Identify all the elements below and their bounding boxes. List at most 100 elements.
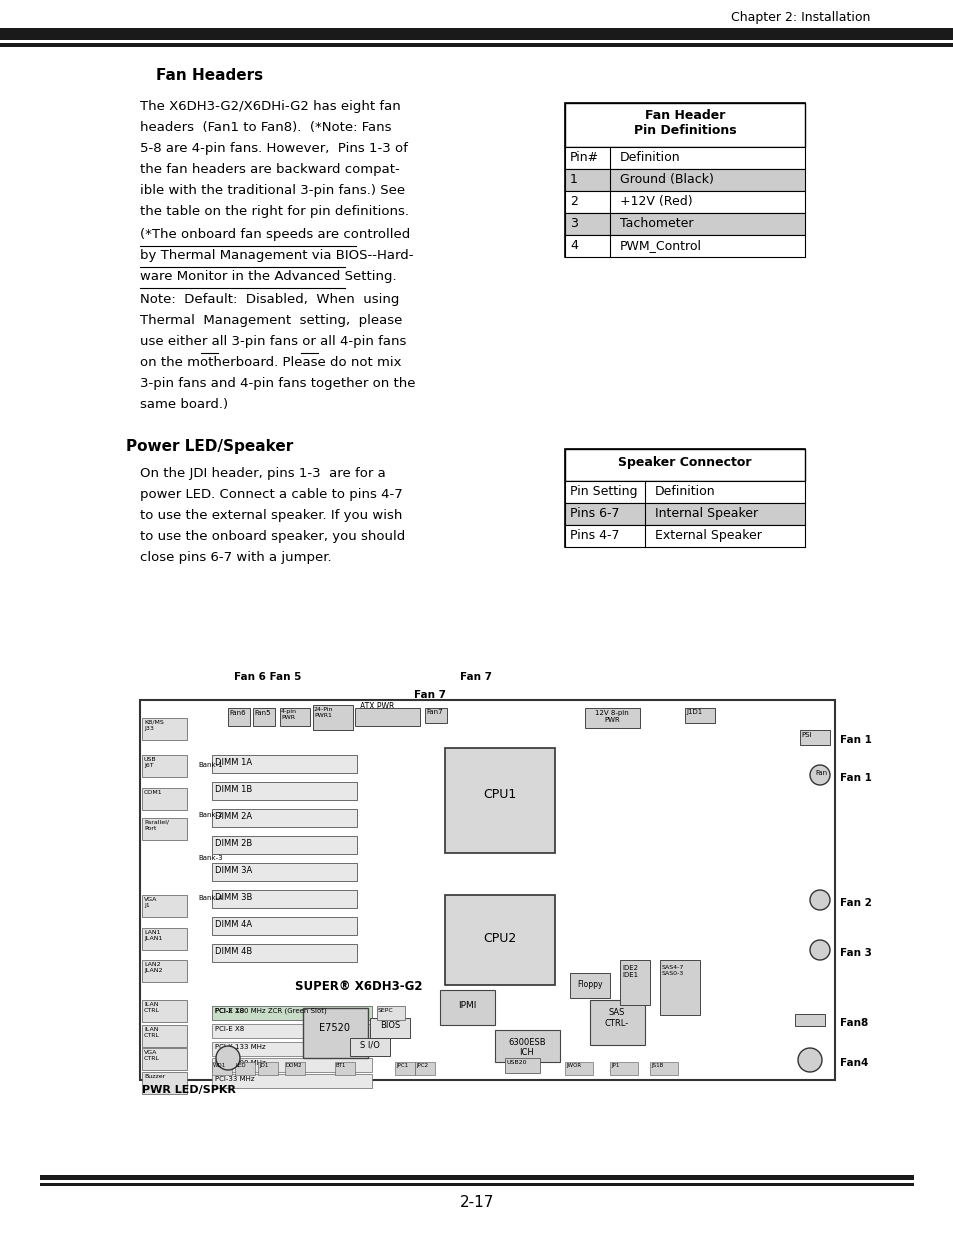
Text: ible with the traditional 3-pin fans.) See: ible with the traditional 3-pin fans.) S… [140,184,405,198]
Bar [212,1074,372,1088]
Bar [142,1000,187,1023]
Text: COM1: COM1 [144,790,162,795]
Bar [253,708,274,726]
Bar [142,755,187,777]
Text: Definition: Definition [619,151,679,164]
Text: J1D1: J1D1 [685,709,701,715]
Bar [564,103,804,257]
Text: DIMM 4B: DIMM 4B [214,947,252,956]
Text: IPMI: IPMI [457,1000,476,1009]
Text: DIMM 1A: DIMM 1A [214,758,252,767]
Text: Pins 6-7: Pins 6-7 [569,508,618,520]
Text: LAN1
JLAN1: LAN1 JLAN1 [144,930,162,941]
Bar [335,1062,355,1074]
Text: SAS4-7
SAS0-3: SAS4-7 SAS0-3 [661,965,683,976]
Text: Definition: Definition [655,485,715,498]
Text: IDE2
IDE1: IDE2 IDE1 [621,965,638,978]
Bar [800,730,829,745]
Text: Fan7: Fan7 [426,709,442,715]
Text: ILAN
CTRL: ILAN CTRL [144,1028,160,1037]
Text: PWR LED/SPKR: PWR LED/SPKR [142,1086,235,1095]
Text: PWM_Control: PWM_Control [619,240,701,252]
Text: Fan 2: Fan 2 [840,898,871,908]
Text: 4-pin
PWR: 4-pin PWR [281,709,296,720]
Text: Pin Setting: Pin Setting [569,485,637,498]
Text: Fan: Fan [814,769,826,776]
Text: Parallel/
Port: Parallel/ Port [144,820,169,831]
Bar [564,191,804,212]
Bar [285,1062,305,1074]
Bar [303,1008,368,1058]
Text: The X6DH3-G2/X6DHi-G2 has eight fan: The X6DH3-G2/X6DHi-G2 has eight fan [140,100,400,112]
Bar [142,718,187,740]
Text: Tachometer: Tachometer [619,217,693,230]
Bar [228,708,250,726]
Text: 3-pin fans and 4-pin fans together on the: 3-pin fans and 4-pin fans together on th… [140,377,416,390]
Text: VGA
J1: VGA J1 [144,897,157,908]
Circle shape [809,940,829,960]
Bar [212,836,356,853]
Circle shape [809,764,829,785]
Bar [142,1049,187,1070]
Bar [212,1007,372,1020]
Text: DIMM 2A: DIMM 2A [214,811,252,821]
Text: Bank-4: Bank-4 [198,895,222,902]
Bar [564,480,804,503]
Text: same board.): same board.) [140,398,228,411]
Text: LED: LED [235,1063,247,1068]
Text: PCI-X 100 MHz: PCI-X 100 MHz [214,1060,265,1066]
Text: JWOR: JWOR [565,1063,580,1068]
Bar [564,503,804,525]
Text: Bank-3: Bank-3 [198,855,222,861]
Text: ATX PWR: ATX PWR [359,701,394,711]
Bar [257,1062,277,1074]
Text: DIMM 3A: DIMM 3A [214,866,252,876]
Bar [212,782,356,800]
Bar [212,1024,372,1037]
Text: PCI-E X8: PCI-E X8 [214,1026,244,1032]
Bar [444,748,555,853]
Bar [234,1062,254,1074]
Text: Note:  Default:  Disabled,  When  using: Note: Default: Disabled, When using [140,293,399,306]
Text: Chapter 2: Installation: Chapter 2: Installation [730,11,869,23]
Text: 6300ESB: 6300ESB [508,1037,545,1047]
Text: (*The onboard fan speeds are controlled: (*The onboard fan speeds are controlled [140,228,410,241]
Bar [212,1062,232,1074]
Bar [212,863,356,881]
Text: +12V (Red): +12V (Red) [619,195,692,207]
Text: USB
J6T: USB J6T [144,757,156,768]
Bar [355,708,419,726]
Text: Fan 1: Fan 1 [840,773,871,783]
Text: Fan 7: Fan 7 [459,672,492,682]
Bar [495,1030,559,1062]
Text: by Thermal Management via BIOS--Hard-: by Thermal Management via BIOS--Hard- [140,249,413,262]
Text: Fan5: Fan5 [253,710,271,716]
Text: KB/MS
J33: KB/MS J33 [144,720,164,731]
Text: Thermal  Management  setting,  please: Thermal Management setting, please [140,314,402,327]
Text: Fan 3: Fan 3 [840,948,871,958]
Bar [350,1037,390,1056]
Text: USB20: USB20 [506,1060,527,1065]
Bar [564,525,804,547]
Bar [619,960,649,1005]
Text: E7520: E7520 [319,1023,350,1032]
Text: External Speaker: External Speaker [655,529,761,542]
Text: Bank-1: Bank-1 [198,762,222,768]
Text: 3: 3 [569,217,578,230]
Text: CPU2: CPU2 [483,931,517,945]
Bar [439,990,495,1025]
Text: VGA
CTRL: VGA CTRL [144,1050,160,1061]
Bar [0,28,953,40]
Bar [280,708,310,726]
Bar [212,918,356,935]
Text: power LED. Connect a cable to pins 4-7: power LED. Connect a cable to pins 4-7 [140,488,402,501]
Bar [142,895,187,918]
Text: Fan 6 Fan 5: Fan 6 Fan 5 [233,672,301,682]
Text: DIMM 2B: DIMM 2B [214,839,252,848]
Text: to use the external speaker. If you wish: to use the external speaker. If you wish [140,509,402,522]
Text: S I/O: S I/O [359,1041,379,1050]
Bar [564,212,804,235]
Text: Fan 1: Fan 1 [840,735,871,745]
Bar [142,788,187,810]
Text: Fan Headers: Fan Headers [156,68,263,83]
